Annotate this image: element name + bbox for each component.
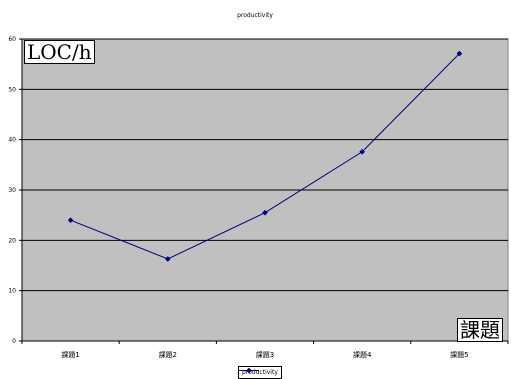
- y-axis-label: LOC/h: [24, 40, 95, 64]
- data-point: [262, 209, 268, 216]
- y-tick-label: 40: [8, 137, 16, 144]
- y-axis-ticks: 0 10 20 30 40 50 60: [8, 36, 23, 345]
- x-tick-label: 課題4: [353, 350, 372, 359]
- x-tick-label: 課題2: [159, 350, 177, 359]
- data-point: [359, 148, 366, 155]
- y-tick-label: 0: [12, 338, 16, 345]
- y-tick-label: 30: [8, 187, 16, 194]
- legend-swatch: [239, 367, 259, 374]
- y-tick-label: 20: [8, 237, 16, 244]
- x-axis-ticks: 課題1 課題2 課題3 課題4 課題5: [21, 340, 509, 359]
- legend: productivity: [238, 366, 282, 379]
- data-point: [67, 217, 74, 224]
- x-tick-label: 課題3: [256, 350, 274, 359]
- chart-title: productivity: [237, 12, 273, 19]
- x-tick-label: 課題1: [61, 350, 79, 359]
- x-tick-label: 課題5: [450, 350, 468, 359]
- y-tick-label: 10: [8, 288, 16, 295]
- legend-label: productivity: [242, 369, 278, 376]
- y-tick-label: 60: [8, 36, 16, 43]
- x-axis-label: 課題: [457, 318, 503, 342]
- y-tick-label: 50: [8, 86, 16, 93]
- data-point: [164, 256, 171, 262]
